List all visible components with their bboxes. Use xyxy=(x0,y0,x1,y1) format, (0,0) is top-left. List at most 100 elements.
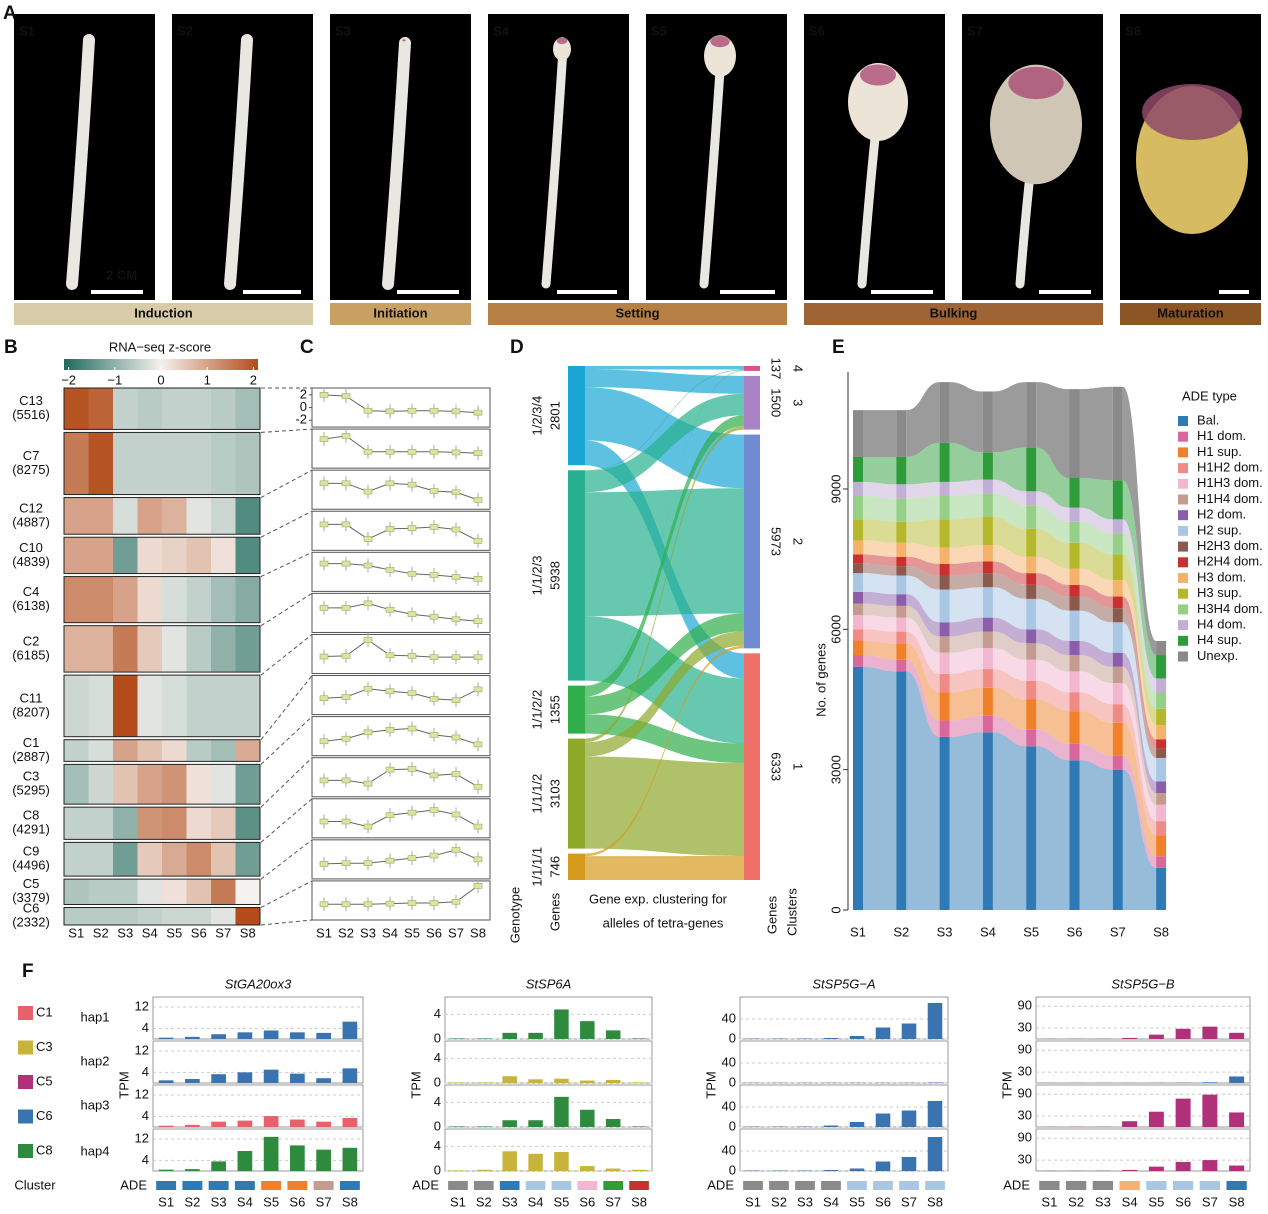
profile-box xyxy=(341,694,351,700)
bar xyxy=(263,1116,279,1127)
stack-segment xyxy=(939,382,950,443)
ribbon xyxy=(1122,554,1157,726)
bar xyxy=(342,1117,358,1127)
stack-segment xyxy=(1026,491,1037,506)
legend-label: H1 sup. xyxy=(1197,444,1242,459)
heatmap-cell xyxy=(235,388,261,430)
panel-letter: D xyxy=(510,337,524,358)
stack-segment xyxy=(896,631,907,644)
ribbon xyxy=(1036,491,1070,522)
profile-frame xyxy=(311,757,491,798)
scale-label: 2 CM xyxy=(106,267,137,282)
ribbon xyxy=(992,732,1027,910)
ade-swatch xyxy=(525,1181,546,1190)
legend-swatch xyxy=(18,1040,33,1055)
profile-box xyxy=(473,409,483,416)
heatmap-cell xyxy=(64,807,89,840)
phase-label: Setting xyxy=(615,305,659,320)
bar xyxy=(476,1082,492,1083)
profile-frame xyxy=(311,510,491,551)
profile-box xyxy=(319,901,329,908)
x-tick-label: S8 xyxy=(470,925,486,940)
y-tick-label: 30 xyxy=(1018,1064,1032,1079)
flow xyxy=(585,370,744,854)
facet-frame xyxy=(739,1084,949,1128)
stack-segment xyxy=(1112,608,1123,623)
legend-label: C6 xyxy=(36,1108,53,1123)
genotype-label: 1/2/3/4 xyxy=(529,396,544,436)
ribbon xyxy=(992,382,1027,453)
ade-label: ADE xyxy=(707,1177,734,1192)
y-tick-label: 12 xyxy=(135,998,149,1013)
cluster-name: C9 xyxy=(23,844,40,859)
bar xyxy=(875,1161,891,1171)
profile-box xyxy=(341,777,351,784)
genotype-label: 1/1/1/1 xyxy=(529,847,544,887)
bar xyxy=(849,1122,865,1127)
legend-swatch xyxy=(1178,635,1188,646)
stack-segment xyxy=(853,591,863,604)
genotype-label: 1/1/2/2 xyxy=(529,690,544,730)
stack-segment xyxy=(1026,573,1037,585)
heatmap-cell xyxy=(162,625,187,673)
heatmap-cell xyxy=(137,739,163,762)
y-tick-label: 0 xyxy=(434,1118,441,1133)
ribbon xyxy=(1122,755,1157,868)
stack-segment xyxy=(1069,389,1080,479)
ribbon xyxy=(906,556,940,576)
heatmap-cell xyxy=(235,432,261,495)
x-tick-label: S4 xyxy=(142,925,158,940)
ade-swatch xyxy=(743,1181,763,1190)
heatmap-cell xyxy=(137,432,163,495)
bar xyxy=(823,1125,839,1127)
ribbon xyxy=(1122,608,1157,758)
ribbon xyxy=(906,605,940,653)
ade-swatch xyxy=(925,1181,945,1190)
bar xyxy=(1148,1166,1164,1171)
x-tick-label: S6 xyxy=(579,1194,595,1209)
cluster-size: (5295) xyxy=(12,783,50,798)
ribbon xyxy=(1122,533,1157,709)
profile-box xyxy=(319,480,329,487)
y-tick-label: 90 xyxy=(1018,998,1032,1013)
cluster-name: C8 xyxy=(23,808,40,823)
x-tick-label: S7 xyxy=(605,1194,621,1209)
stolon xyxy=(699,51,726,289)
bar xyxy=(476,1038,492,1039)
heatmap-cell xyxy=(137,497,163,535)
ribbon xyxy=(863,563,897,576)
gene-count: 746 xyxy=(547,856,562,878)
profile-box xyxy=(319,861,329,867)
y-tick-label: 4 xyxy=(142,1152,149,1167)
profile-box xyxy=(473,576,483,582)
ribbon xyxy=(1036,556,1070,585)
ribbon xyxy=(906,442,940,485)
facet-title: StSP5G−A xyxy=(812,976,875,991)
ribbon xyxy=(906,617,940,674)
stack-segment xyxy=(896,617,907,632)
profile-box xyxy=(363,448,373,455)
stack-segment xyxy=(939,736,950,910)
stack-segment xyxy=(1112,769,1123,910)
ribbon xyxy=(1079,692,1113,723)
bar xyxy=(631,1038,647,1039)
bar xyxy=(849,1168,865,1171)
y-tick-label: 0 xyxy=(729,1118,736,1133)
x-tick-label: S3 xyxy=(797,1194,813,1209)
stack-segment xyxy=(1069,568,1080,585)
ribbon xyxy=(1122,580,1157,740)
profile-box xyxy=(319,738,329,745)
heatmap-cell xyxy=(88,576,114,623)
ribbon xyxy=(949,648,983,674)
phase-label: Bulking xyxy=(930,305,978,320)
flow xyxy=(585,855,744,880)
ribbon xyxy=(1036,528,1070,569)
legend-label: H1H4 dom. xyxy=(1197,491,1263,506)
y-tick-label: 30 xyxy=(1018,1108,1032,1123)
legend-label: H2 dom. xyxy=(1197,507,1246,522)
ribbon xyxy=(863,573,897,595)
ribbon xyxy=(949,715,983,737)
stack-segment xyxy=(853,655,863,667)
connector xyxy=(260,510,313,538)
